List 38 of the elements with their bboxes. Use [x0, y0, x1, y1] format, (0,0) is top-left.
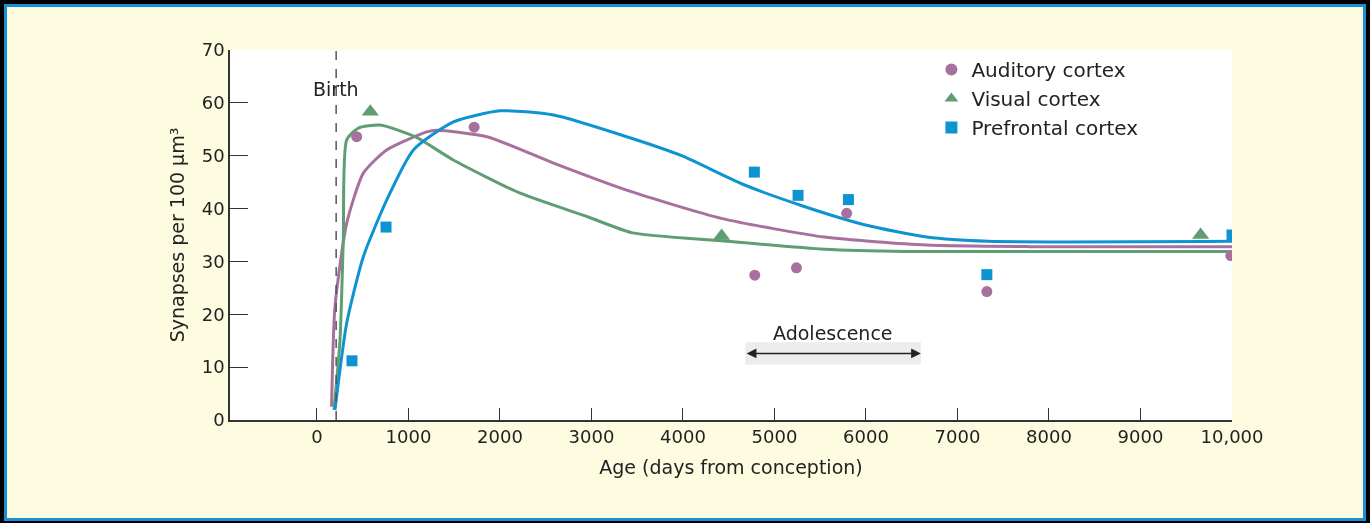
point — [790, 262, 802, 274]
point — [468, 121, 480, 133]
point — [346, 355, 358, 367]
x-tick-label: 2000 — [477, 426, 523, 448]
legend-label: Visual cortex — [971, 87, 1101, 112]
point — [792, 189, 804, 201]
y-tick-label: 30 — [201, 250, 225, 272]
x-tick-label: 7000 — [934, 426, 981, 448]
y-tick-label: 70 — [201, 39, 225, 61]
y-tick-label: 20 — [201, 303, 225, 325]
legend-label: Auditory cortex — [971, 58, 1126, 83]
band-label: Adolescence — [773, 322, 893, 344]
y-tick-label: 60 — [201, 92, 225, 114]
legend-label: Prefrontal cortex — [971, 116, 1139, 141]
y-tick-label: 0 — [213, 409, 225, 431]
x-tick-label: 10,000 — [1200, 426, 1264, 448]
point — [842, 194, 854, 206]
x-tick-label: 9000 — [1117, 426, 1164, 448]
y-tick-label: 50 — [201, 145, 225, 167]
x-tick-label: 3000 — [568, 426, 615, 448]
point — [981, 286, 993, 298]
x-tick-label: 1000 — [385, 426, 432, 448]
x-tick-label: 4000 — [660, 426, 706, 448]
y-tick-label: 40 — [201, 197, 225, 219]
x-tick-label: 6000 — [843, 426, 889, 448]
point — [351, 131, 363, 143]
x-tick-label: 0 — [311, 426, 323, 448]
point — [748, 166, 760, 178]
point — [380, 221, 392, 233]
x-tick-label: 8000 — [1026, 426, 1072, 448]
ref-line-label: Birth — [313, 78, 359, 100]
y-tick-label: 10 — [201, 356, 225, 378]
point — [749, 269, 761, 281]
x-tick-label: 5000 — [751, 426, 798, 448]
point — [981, 269, 993, 281]
point — [841, 207, 853, 219]
x-axis-title: Age (days from conception) — [599, 455, 863, 478]
y-axis-title: Synapses per 100 µm³ — [166, 127, 189, 343]
